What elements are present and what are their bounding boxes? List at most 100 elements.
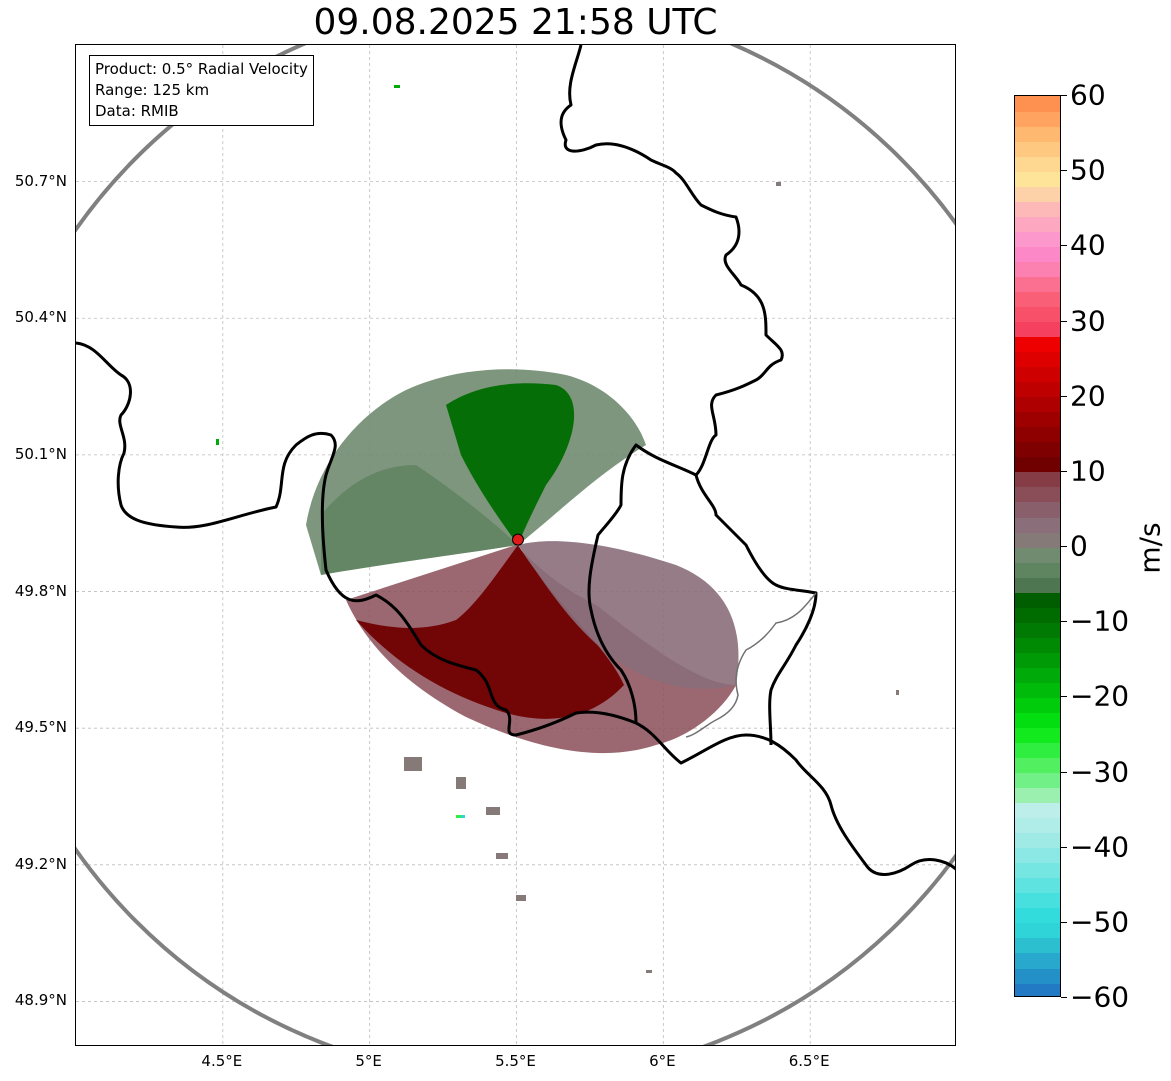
colorbar-band (1015, 832, 1060, 849)
colorbar-band (1015, 321, 1060, 338)
colorbar-band (1015, 426, 1060, 443)
colorbar-tick-label: 0 (1070, 529, 1088, 563)
map-title: 09.08.2025 21:58 UTC (313, 2, 718, 43)
colorbar-tick-mark (1061, 395, 1067, 397)
colorbar-band (1015, 862, 1060, 879)
colorbar-band (1015, 261, 1060, 277)
colorbar-tick-mark (1061, 546, 1067, 547)
colorbar-band (1015, 471, 1060, 488)
colorbar-band (1015, 141, 1060, 157)
colorbar-band (1015, 697, 1060, 713)
colorbar-tick-label: 40 (1070, 228, 1106, 262)
colorbar-band (1015, 96, 1060, 112)
colorbar-tick-label: 20 (1070, 379, 1106, 413)
info-product: Product: 0.5° Radial Velocity (95, 60, 308, 78)
colorbar-tick-mark (1061, 95, 1067, 96)
colorbar-band (1015, 787, 1060, 804)
colorbar-band (1015, 922, 1060, 939)
colorbar-band (1015, 757, 1060, 774)
colorbar-band (1015, 577, 1060, 593)
colorbar-band (1015, 952, 1060, 969)
colorbar-band (1015, 126, 1060, 142)
colorbar-band (1015, 441, 1060, 458)
region-boundary (685, 592, 817, 738)
colorbar-band (1015, 907, 1060, 924)
colorbar-band (1015, 802, 1060, 819)
colorbar-tick-label: 10 (1070, 454, 1106, 488)
colorbar-band (1015, 652, 1060, 668)
colorbar-band (1015, 216, 1060, 232)
lon-tick-label: 4.5°E (201, 1052, 243, 1070)
echo-receding-east (518, 541, 739, 689)
colorbar-tick-mark (1061, 771, 1067, 773)
colorbar-band (1015, 231, 1060, 247)
colorbar-tick-mark (1061, 621, 1067, 623)
colorbar-unit-label: m/s (1133, 522, 1167, 574)
colorbar-tick-label: 60 (1070, 78, 1106, 112)
colorbar-tick-label: −20 (1070, 679, 1130, 713)
colorbar-band (1015, 847, 1060, 864)
colorbar-tick-mark (1061, 921, 1067, 923)
colorbar-band (1015, 351, 1060, 368)
colorbar-band (1015, 877, 1060, 894)
lon-tick-label: 6.5°E (788, 1052, 830, 1070)
radar-map-canvas (76, 45, 955, 1045)
colorbar-tick-mark (1061, 245, 1067, 247)
lat-tick-label: 49.2°N (14, 854, 67, 873)
colorbar-tick-mark (1061, 470, 1067, 472)
country-borders (76, 45, 955, 876)
colorbar-band (1015, 246, 1060, 262)
colorbar-band (1015, 501, 1060, 518)
colorbar-tick-label: −30 (1070, 755, 1130, 788)
colorbar-band (1015, 607, 1060, 623)
echo-approaching-core (446, 383, 575, 545)
lat-tick-label: 48.9°N (14, 991, 67, 1010)
colorbar-tick-label: −60 (1070, 980, 1130, 1014)
lat-tick-label: 50.1°N (14, 444, 67, 463)
radar-site-marker (511, 533, 524, 546)
colorbar (1014, 95, 1061, 997)
colorbar-band (1015, 817, 1060, 834)
lon-tick-label: 5.5°E (495, 1052, 536, 1070)
colorbar-band (1015, 366, 1060, 383)
colorbar-band (1015, 547, 1060, 563)
colorbar-band (1015, 892, 1060, 909)
colorbar-band (1015, 937, 1060, 954)
info-data-source: Data: RMIB (95, 102, 179, 120)
colorbar-tick-mark (1061, 997, 1067, 998)
colorbar-tick-label: −40 (1070, 830, 1130, 864)
colorbar-band (1015, 486, 1060, 503)
colorbar-tick-mark (1061, 846, 1067, 848)
colorbar-tick-label: −50 (1070, 905, 1130, 939)
echo-approaching-west (321, 465, 518, 575)
colorbar-band (1015, 637, 1060, 653)
colorbar-band (1015, 967, 1060, 984)
colorbar-band (1015, 456, 1060, 473)
colorbar-band (1015, 531, 1060, 548)
colorbar-band (1015, 171, 1060, 187)
colorbar-band (1015, 156, 1060, 172)
lon-tick-label: 5°E (355, 1052, 382, 1070)
colorbar-band (1015, 727, 1060, 744)
colorbar-band (1015, 186, 1060, 202)
colorbar-band (1015, 336, 1060, 353)
radar-map[interactable] (75, 44, 956, 1046)
colorbar-band (1015, 396, 1060, 413)
colorbar-band (1015, 201, 1060, 217)
colorbar-tick-mark (1061, 170, 1067, 172)
lat-tick-label: 49.5°N (14, 718, 67, 737)
colorbar-tick-mark (1061, 696, 1067, 698)
echo-receding-core (356, 545, 624, 719)
colorbar-tick-label: 50 (1070, 153, 1106, 187)
lat-tick-label: 49.8°N (14, 581, 67, 600)
colorbar-band (1015, 772, 1060, 789)
colorbar-band (1015, 516, 1060, 533)
colorbar-band (1015, 291, 1060, 308)
colorbar-tick-label: −10 (1070, 604, 1130, 638)
colorbar-band (1015, 381, 1060, 398)
colorbar-band (1015, 111, 1060, 127)
colorbar-band (1015, 276, 1060, 293)
radar-echoes (216, 85, 899, 973)
info-range: Range: 125 km (95, 81, 210, 99)
colorbar-band (1015, 562, 1060, 578)
